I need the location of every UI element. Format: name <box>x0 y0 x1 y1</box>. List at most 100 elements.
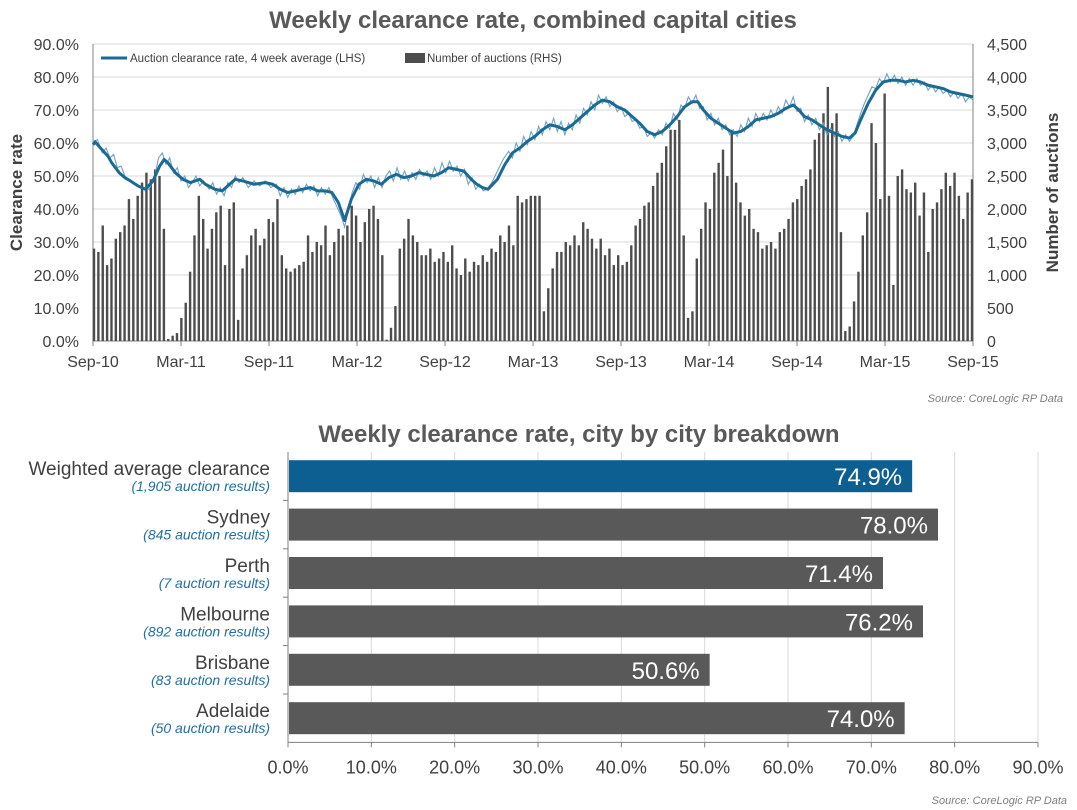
auction-count-bar <box>472 261 476 341</box>
auction-count-bar <box>525 199 528 341</box>
auction-count-bar <box>686 317 690 341</box>
x-tick-label: 0.0% <box>267 757 308 777</box>
auction-count-bar <box>695 258 698 341</box>
auction-count-bar <box>918 215 921 341</box>
auction-count-bar <box>149 179 152 341</box>
auction-count-bar <box>359 242 362 341</box>
y-tick-label: 10.0% <box>34 301 79 318</box>
auction-count-bar <box>433 261 436 341</box>
auction-count-bar <box>953 172 956 341</box>
category-label: Melbourne <box>180 604 270 625</box>
auction-count-bar <box>319 245 323 341</box>
bar-value-label: 76.2% <box>845 609 913 636</box>
auction-count-bar <box>350 205 353 341</box>
auction-count-bar <box>459 275 463 341</box>
x-tick-label: Mar-13 <box>508 354 559 371</box>
auction-count-bar <box>171 335 174 341</box>
auction-count-bar <box>119 232 122 341</box>
auction-count-bar <box>167 339 170 341</box>
y-axis-title: Clearance rate <box>7 134 26 251</box>
auction-count-bar <box>468 271 471 341</box>
x-tick-label: Sep-15 <box>947 354 999 371</box>
auction-count-bar <box>197 195 201 341</box>
y-tick-label: 0.0% <box>43 334 79 351</box>
auction-count-bar <box>267 218 270 341</box>
auction-count-bar <box>852 301 856 341</box>
auction-count-bar <box>595 248 598 341</box>
auction-count-bar <box>538 195 541 341</box>
auction-count-bar <box>643 205 646 341</box>
auction-count-bar <box>389 327 393 341</box>
auction-count-bar <box>254 228 257 341</box>
auction-count-bar <box>927 251 930 341</box>
auction-count-bar <box>809 169 812 341</box>
auction-count-bar <box>293 268 297 341</box>
auction-count-bar <box>726 176 729 341</box>
auction-count-bar <box>883 93 886 341</box>
auction-count-bar <box>302 261 305 341</box>
auction-count-bar <box>367 209 371 341</box>
auction-count-bar <box>416 242 419 341</box>
auction-count-bar <box>778 232 781 341</box>
auction-count-bar <box>634 225 637 341</box>
y2-tick-label: 4,000 <box>987 70 1027 87</box>
y-tick-label: 90.0% <box>34 37 79 54</box>
auction-count-bar <box>586 228 589 341</box>
y2-axis-title: Number of auctions <box>1043 113 1062 273</box>
auction-count-bar <box>704 202 707 341</box>
auction-count-bar <box>691 311 694 341</box>
x-tick-label: 40.0% <box>596 757 647 777</box>
auction-count-bar <box>817 133 821 341</box>
auction-count-bar <box>236 319 240 341</box>
auction-count-bar <box>616 255 620 341</box>
legend-label-auctions: Number of auctions (RHS) <box>427 53 562 65</box>
x-tick-label: Sep-12 <box>419 354 471 371</box>
auction-count-bar <box>962 218 965 341</box>
auction-count-bar <box>385 339 388 341</box>
y2-tick-label: 2,500 <box>987 169 1027 186</box>
auction-count-bar <box>582 222 585 341</box>
y2-tick-label: 3,000 <box>987 136 1027 153</box>
auction-count-bar <box>879 199 882 341</box>
auction-count-bar <box>647 202 650 341</box>
auction-count-bar <box>258 245 262 341</box>
auction-count-bar <box>499 235 502 341</box>
auction-count-bar <box>769 242 773 341</box>
y2-tick-label: 4,500 <box>987 37 1027 54</box>
auction-count-bar <box>966 192 969 341</box>
auction-count-bar <box>826 86 830 342</box>
auction-count-bar <box>752 228 755 341</box>
auction-count-bar <box>503 242 506 341</box>
auction-count-bar <box>931 209 934 341</box>
auction-count-bar <box>132 218 135 341</box>
auction-count-bar <box>245 255 249 341</box>
category-sublabel: (892 auction results) <box>143 623 270 639</box>
auction-count-bar <box>354 215 358 341</box>
auction-count-bar <box>822 113 825 341</box>
auction-count-bar <box>271 222 275 341</box>
auction-count-bar <box>481 255 484 341</box>
chart-title: Weekly clearance rate, combined capital … <box>269 7 797 34</box>
auction-count-bar <box>948 185 952 341</box>
auction-count-bar <box>612 265 616 341</box>
auction-count-bar <box>573 235 576 341</box>
auction-count-bar <box>791 202 795 341</box>
auction-count-bar <box>376 218 380 341</box>
y-tick-label: 60.0% <box>34 136 79 153</box>
auction-count-bar <box>765 245 768 341</box>
auction-count-bar <box>424 255 428 341</box>
auction-count-bar <box>516 195 519 341</box>
auction-count-bar <box>145 172 148 341</box>
auction-count-bar <box>861 235 864 341</box>
auction-count-bar <box>831 123 834 341</box>
auction-count-bar <box>708 209 712 341</box>
auction-count-bar <box>97 251 100 341</box>
auction-count-bar <box>839 232 843 341</box>
auction-count-bar <box>713 172 716 341</box>
auction-count-bar <box>162 228 166 341</box>
bar-value-label: 74.9% <box>834 464 902 491</box>
auction-count-bar <box>402 238 406 341</box>
auction-count-bar <box>333 242 336 341</box>
auction-count-bar <box>193 235 196 341</box>
bar-value-label: 74.0% <box>827 706 895 733</box>
